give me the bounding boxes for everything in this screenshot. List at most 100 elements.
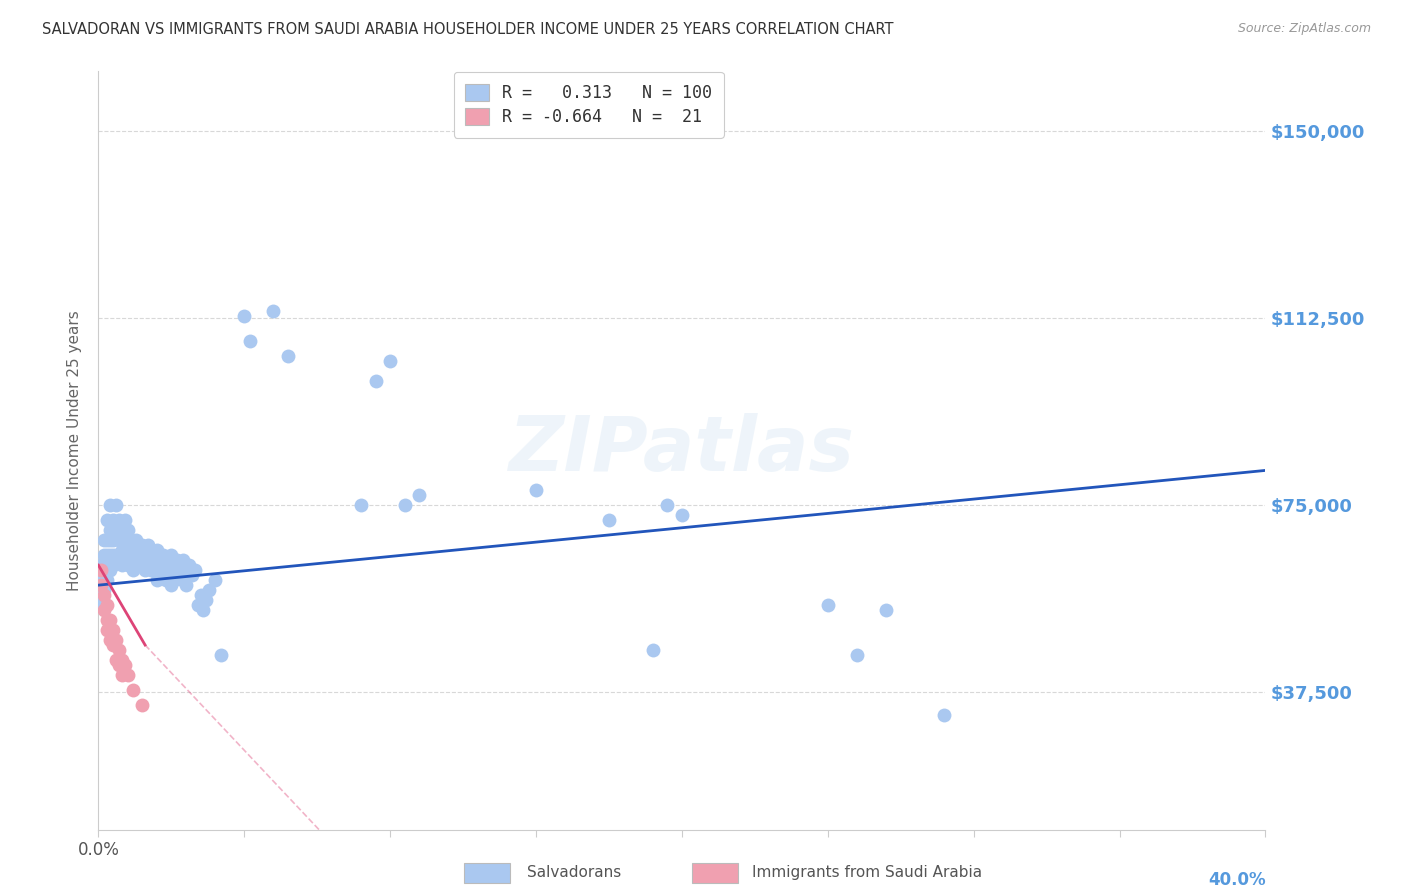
- Point: [96, 513, 118, 527]
- Point: [817, 598, 839, 612]
- Text: 40.0%: 40.0%: [1208, 871, 1265, 889]
- Point: [139, 563, 162, 577]
- Point: [114, 533, 136, 548]
- Point: [657, 499, 679, 513]
- Point: [524, 483, 547, 498]
- Point: [114, 657, 136, 672]
- Point: [122, 563, 145, 577]
- Point: [364, 374, 387, 388]
- Point: [163, 573, 186, 587]
- Point: [96, 558, 118, 573]
- Point: [204, 573, 226, 587]
- Point: [350, 499, 373, 513]
- Point: [101, 638, 124, 652]
- Point: [96, 548, 118, 562]
- Point: [157, 568, 180, 582]
- Point: [93, 588, 115, 602]
- Point: [96, 533, 118, 548]
- Point: [408, 488, 430, 502]
- Point: [98, 633, 121, 648]
- Point: [598, 513, 620, 527]
- Point: [114, 513, 136, 527]
- Point: [98, 533, 121, 548]
- Point: [166, 568, 188, 582]
- Point: [120, 533, 142, 548]
- Point: [111, 523, 134, 537]
- Y-axis label: Householder Income Under 25 years: Householder Income Under 25 years: [67, 310, 83, 591]
- Point: [160, 548, 183, 562]
- Point: [108, 548, 131, 562]
- Point: [93, 533, 115, 548]
- Point: [394, 499, 416, 513]
- Point: [114, 548, 136, 562]
- Point: [117, 523, 139, 537]
- Text: ZIPatlas: ZIPatlas: [509, 414, 855, 487]
- Point: [131, 698, 153, 712]
- Point: [101, 513, 124, 527]
- Point: [136, 538, 159, 552]
- Point: [380, 353, 402, 368]
- Point: [104, 548, 127, 562]
- Point: [101, 558, 124, 573]
- Point: [96, 598, 118, 612]
- Point: [98, 523, 121, 537]
- Point: [93, 603, 115, 617]
- Point: [93, 583, 115, 598]
- Point: [101, 623, 124, 637]
- Point: [152, 548, 174, 562]
- Point: [96, 573, 118, 587]
- Point: [174, 578, 197, 592]
- Point: [93, 563, 115, 577]
- Point: [125, 553, 148, 567]
- Point: [108, 533, 131, 548]
- Point: [90, 578, 112, 592]
- Point: [104, 523, 127, 537]
- Point: [166, 553, 188, 567]
- Point: [98, 548, 121, 562]
- Point: [111, 653, 134, 667]
- Point: [93, 573, 115, 587]
- Point: [104, 499, 127, 513]
- Point: [152, 563, 174, 577]
- Point: [155, 558, 177, 573]
- Point: [131, 538, 153, 552]
- Point: [122, 543, 145, 558]
- Point: [111, 558, 134, 573]
- Point: [98, 613, 121, 627]
- Text: Source: ZipAtlas.com: Source: ZipAtlas.com: [1237, 22, 1371, 36]
- Point: [149, 553, 172, 567]
- Point: [96, 623, 118, 637]
- Point: [104, 633, 127, 648]
- Point: [142, 558, 165, 573]
- Point: [239, 334, 262, 348]
- Point: [277, 349, 299, 363]
- Point: [180, 568, 202, 582]
- Point: [209, 648, 232, 662]
- Point: [101, 533, 124, 548]
- Point: [262, 303, 284, 318]
- Point: [98, 499, 121, 513]
- Point: [101, 548, 124, 562]
- Point: [146, 558, 169, 573]
- Point: [93, 548, 115, 562]
- Point: [128, 558, 150, 573]
- Point: [149, 568, 172, 582]
- Point: [90, 558, 112, 573]
- Point: [233, 309, 256, 323]
- Point: [90, 563, 112, 577]
- Point: [108, 643, 131, 657]
- Point: [136, 558, 159, 573]
- Point: [160, 563, 183, 577]
- Point: [122, 682, 145, 697]
- Point: [117, 538, 139, 552]
- Text: SALVADORAN VS IMMIGRANTS FROM SAUDI ARABIA HOUSEHOLDER INCOME UNDER 25 YEARS COR: SALVADORAN VS IMMIGRANTS FROM SAUDI ARAB…: [42, 22, 894, 37]
- Point: [90, 598, 112, 612]
- Legend: R =   0.313   N = 100, R = -0.664   N =  21: R = 0.313 N = 100, R = -0.664 N = 21: [454, 72, 724, 137]
- Point: [146, 543, 169, 558]
- Point: [117, 668, 139, 682]
- Point: [125, 533, 148, 548]
- Point: [134, 548, 156, 562]
- Point: [169, 558, 191, 573]
- Point: [193, 603, 215, 617]
- Point: [146, 573, 169, 587]
